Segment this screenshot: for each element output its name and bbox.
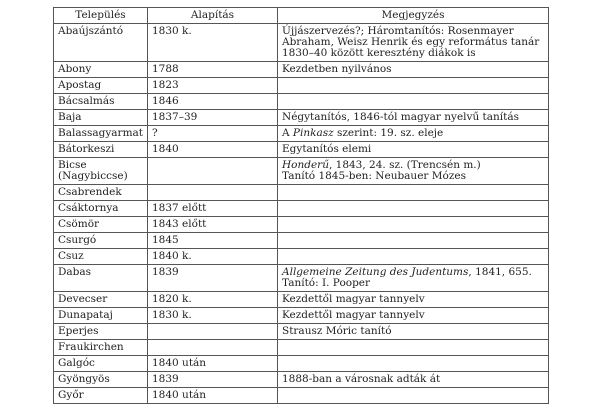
note-text: szerint: 19. sz. eleje xyxy=(333,127,444,139)
table-row: Bácsalmás 1846 xyxy=(53,93,549,110)
table-row: Dunapataj 1830 k. Kezdettől magyar tannyel… xyxy=(53,307,549,324)
cell-founded: 1840 után xyxy=(147,355,278,372)
cell-note: A Pinkasz szerint: 19. sz. eleje xyxy=(277,125,549,142)
cell-founded: 1840 xyxy=(147,141,278,158)
cell-note: Strausz Móric tanító xyxy=(277,323,549,340)
table-row: Abony 1788 Kezdetben nyilvános xyxy=(53,61,549,78)
cell-place: Bátorkeszi xyxy=(53,141,148,158)
cell-founded: 1823 xyxy=(147,77,278,94)
note-text: , 1843, 24. sz. (Trencsén m.) xyxy=(328,159,481,171)
cell-place: Bicse (Nagybiccse) xyxy=(53,157,148,185)
table-row: Csömör 1843 előtt xyxy=(53,216,549,233)
cell-note: Kezdettől magyar tannyelv xyxy=(277,307,549,324)
header-founded: Alapítás xyxy=(147,7,278,24)
cell-note xyxy=(277,387,549,404)
settlements-table: Település Alapítás Megjegyzés Abaújszánt… xyxy=(53,7,549,404)
cell-place: Csuz xyxy=(53,248,148,265)
cell-note xyxy=(277,93,549,110)
table-row: Bátorkeszi 1840 Egytanítós elemi xyxy=(53,141,549,158)
table-row: Csáktornya 1837 előtt xyxy=(53,200,549,217)
note-text: , 1841, 655. xyxy=(468,266,532,278)
cell-note xyxy=(277,77,549,94)
cell-place: Dabas xyxy=(53,264,148,292)
cell-founded xyxy=(147,339,278,356)
cell-note xyxy=(277,216,549,233)
cell-founded: 1843 előtt xyxy=(147,216,278,233)
table-row: Csurgó 1845 xyxy=(53,232,549,249)
header-row: Település Alapítás Megjegyzés xyxy=(53,7,549,24)
cell-place: Eperjes xyxy=(53,323,148,340)
cell-founded: 1820 k. xyxy=(147,291,278,308)
cell-note: Kezdetben nyilvános xyxy=(277,61,549,78)
cell-founded: 1845 xyxy=(147,232,278,249)
cell-place: Apostag xyxy=(53,77,148,94)
cell-place: Csáktornya xyxy=(53,200,148,217)
cell-founded xyxy=(147,184,278,201)
cell-place: Csömör xyxy=(53,216,148,233)
table-row: Abaújszántó 1830 k. Újjászervezés?; Háromt… xyxy=(53,23,549,62)
cell-founded: 1840 után xyxy=(147,387,278,404)
cell-note xyxy=(277,355,549,372)
cell-place: Galgóc xyxy=(53,355,148,372)
header-place: Település xyxy=(53,7,148,24)
cell-place: Devecser xyxy=(53,291,148,308)
cell-founded xyxy=(147,157,278,185)
cell-place: Csurgó xyxy=(53,232,148,249)
cell-place: Csabrendek xyxy=(53,184,148,201)
cell-founded: 1837 előtt xyxy=(147,200,278,217)
cell-note: Honderű, 1843, 24. sz. (Trencsén m.) Taní… xyxy=(277,157,549,185)
cell-founded: 1830 k. xyxy=(147,307,278,324)
cell-place: Baja xyxy=(53,109,148,126)
table-row: Gyöngyös 1839 1888-ban a városnak adták át xyxy=(53,371,549,388)
cell-place: Gyöngyös xyxy=(53,371,148,388)
cell-place: Győr xyxy=(53,387,148,404)
cell-place: Bácsalmás xyxy=(53,93,148,110)
cell-note: Négytanítós, 1846-tól magyar nyelvű taní… xyxy=(277,109,549,126)
note-italic-title: Honderű xyxy=(282,159,329,171)
cell-founded: 1839 xyxy=(147,371,278,388)
cell-place: Balassagyarmat xyxy=(53,125,148,142)
table-row: Apostag 1823 xyxy=(53,77,549,94)
table-row: Csabrendek xyxy=(53,184,549,201)
note-line2: Tanító: I. Pooper xyxy=(282,277,371,289)
table-row: Eperjes Strausz Móric tanító xyxy=(53,323,549,340)
header-note: Megjegyzés xyxy=(277,7,549,24)
cell-note xyxy=(277,232,549,249)
cell-founded: 1840 k. xyxy=(147,248,278,265)
table-row: Galgóc 1840 után xyxy=(53,355,549,372)
cell-note: Kezdettől magyar tannyelv xyxy=(277,291,549,308)
note-italic-title: Pinkasz xyxy=(292,127,334,139)
table-row: Baja 1837–39 Négytanítós, 1846-tól magyar … xyxy=(53,109,549,126)
table-row: Dabas 1839 Allgemeine Zeitung des Judentum… xyxy=(53,264,549,292)
note-text: A xyxy=(282,127,293,139)
note-italic-title: Allgemeine Zeitung des Judentums xyxy=(282,266,469,278)
cell-note: 1888-ban a városnak adták át xyxy=(277,371,549,388)
table-row: Devecser 1820 k. Kezdettől magyar tannyelv xyxy=(53,291,549,308)
cell-note xyxy=(277,184,549,201)
cell-place: Abaújszántó xyxy=(53,23,148,62)
table-row: Balassagyarmat? A Pinkasz szerint: 19. sz… xyxy=(53,125,549,142)
cell-note: Egytanítós elemi xyxy=(277,141,549,158)
cell-place: Dunapataj xyxy=(53,307,148,324)
cell-place: Fraukirchen xyxy=(53,339,148,356)
table-row: Csuz 1840 k. xyxy=(53,248,549,265)
table-row: Győr 1840 után xyxy=(53,387,549,404)
cell-founded: 1830 k. xyxy=(147,23,278,62)
table-row: Bicse (Nagybiccse) Honderű, 1843, 24. sz.… xyxy=(53,157,549,185)
cell-note: Allgemeine Zeitung des Judentums, 1841, … xyxy=(277,264,549,292)
cell-founded: 1846 xyxy=(147,93,278,110)
cell-founded: 1839 xyxy=(147,264,278,292)
note-line2: Tanító 1845-ben: Neubauer Mózes xyxy=(282,170,466,182)
cell-founded: 1837–39 xyxy=(147,109,278,126)
cell-place: Abony xyxy=(53,61,148,78)
cell-founded: ? xyxy=(147,125,278,142)
cell-note: Újjászervezés?; Háromtanítós: Rosenmayer… xyxy=(277,23,549,62)
table-row: Fraukirchen xyxy=(53,339,549,356)
cell-note xyxy=(277,248,549,265)
cell-founded: 1788 xyxy=(147,61,278,78)
cell-note xyxy=(277,339,549,356)
cell-founded xyxy=(147,323,278,340)
cell-note xyxy=(277,200,549,217)
